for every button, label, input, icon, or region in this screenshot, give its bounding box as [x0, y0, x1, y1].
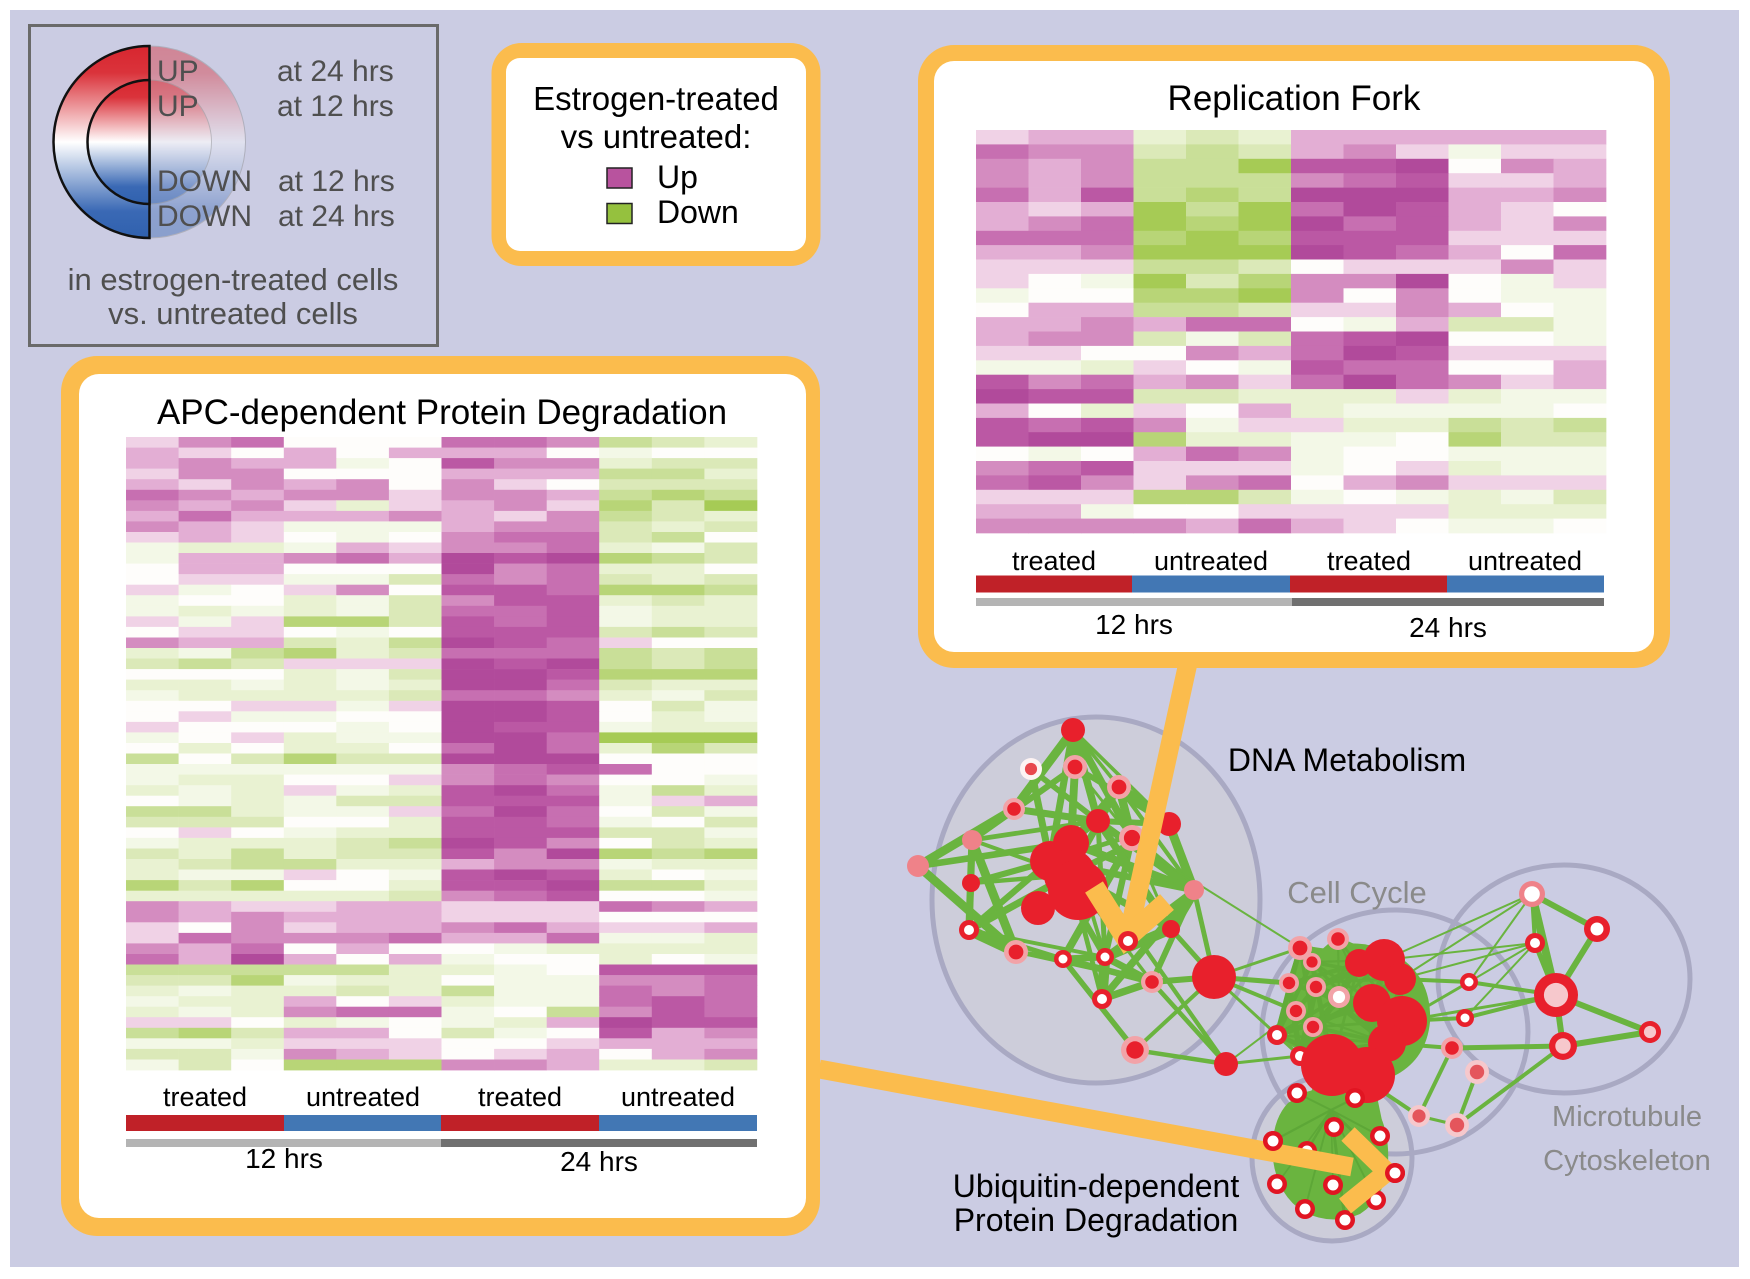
svg-text:UP: UP — [157, 55, 199, 88]
svg-text:at 24 hrs: at 24 hrs — [277, 55, 394, 88]
svg-text:in estrogen-treated cells: in estrogen-treated cells — [68, 262, 399, 297]
svg-text:DNA Metabolism: DNA Metabolism — [1228, 742, 1466, 778]
svg-text:treated: treated — [1327, 546, 1411, 576]
svg-text:Cell Cycle: Cell Cycle — [1287, 875, 1427, 910]
svg-text:treated: treated — [1012, 546, 1096, 576]
svg-text:Up: Up — [657, 159, 698, 195]
svg-text:at 12 hrs: at 12 hrs — [278, 165, 395, 198]
svg-text:DOWN: DOWN — [157, 165, 252, 198]
svg-text:Cytoskeleton: Cytoskeleton — [1543, 1145, 1711, 1177]
svg-text:untreated: untreated — [306, 1082, 420, 1112]
svg-text:at 24 hrs: at 24 hrs — [278, 200, 395, 233]
svg-text:untreated: untreated — [1154, 546, 1268, 576]
svg-text:treated: treated — [163, 1082, 247, 1112]
svg-text:vs untreated:: vs untreated: — [561, 118, 752, 155]
svg-text:Ubiquitin-dependent: Ubiquitin-dependent — [953, 1168, 1240, 1204]
svg-text:Replication Fork: Replication Fork — [1168, 79, 1421, 118]
svg-text:Estrogen-treated: Estrogen-treated — [533, 80, 779, 117]
svg-text:Down: Down — [657, 194, 739, 230]
svg-text:Microtubule: Microtubule — [1552, 1101, 1702, 1133]
svg-text:12 hrs: 12 hrs — [1095, 609, 1173, 640]
svg-text:DOWN: DOWN — [157, 200, 252, 233]
svg-text:Protein Degradation: Protein Degradation — [954, 1202, 1239, 1238]
svg-text:UP: UP — [157, 90, 199, 123]
svg-text:24 hrs: 24 hrs — [560, 1146, 638, 1177]
svg-text:vs. untreated cells: vs. untreated cells — [108, 296, 358, 331]
svg-text:APC-dependent Protein Degradat: APC-dependent Protein Degradation — [157, 393, 727, 432]
svg-text:treated: treated — [478, 1082, 562, 1112]
svg-text:24 hrs: 24 hrs — [1409, 612, 1487, 643]
svg-text:at 12 hrs: at 12 hrs — [277, 90, 394, 123]
svg-text:12 hrs: 12 hrs — [245, 1143, 323, 1174]
svg-text:untreated: untreated — [1468, 546, 1582, 576]
svg-text:untreated: untreated — [621, 1082, 735, 1112]
